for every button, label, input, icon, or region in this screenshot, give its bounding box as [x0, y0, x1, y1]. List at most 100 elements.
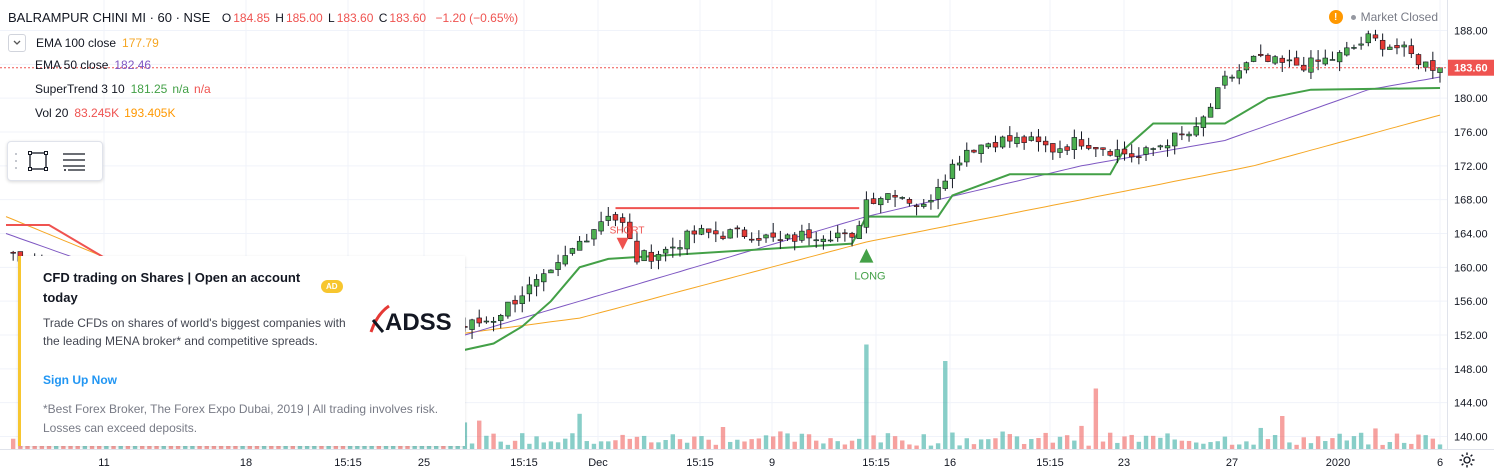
candle-body: [870, 198, 877, 204]
price-tick-label: 156.00: [1454, 296, 1488, 308]
menu-lines-icon[interactable]: [56, 143, 92, 179]
volume-bar: [563, 438, 568, 449]
volume-bar: [964, 438, 969, 449]
volume-bar: [921, 434, 926, 449]
drawing-toolbar: [7, 141, 103, 181]
candle-body: [999, 136, 1006, 148]
candle-body: [627, 221, 633, 240]
candle-body: [913, 205, 920, 207]
candle-body: [856, 225, 862, 239]
volume-bar: [677, 439, 683, 449]
volume-bar: [1251, 444, 1256, 449]
candle-body: [1265, 54, 1271, 62]
candle-body: [1078, 139, 1085, 147]
ad-panel[interactable]: CFD trading on Shares | Open an account …: [18, 256, 465, 446]
last-price-label-bg: [1448, 59, 1494, 76]
indicator-volume[interactable]: Vol 20 83.245K 193.405K: [35, 106, 175, 120]
candle-body: [777, 239, 784, 241]
volume-bar: [835, 441, 840, 449]
ad-title[interactable]: CFD trading on Shares | Open an account …: [43, 270, 301, 305]
candle-body: [878, 198, 884, 206]
candle-body: [519, 295, 525, 304]
ad-badge: AD: [321, 280, 343, 293]
time-tick-label: 25: [418, 457, 430, 469]
candle-body: [1093, 147, 1099, 150]
long-signal-label: LONG: [854, 271, 885, 283]
volume-bar: [778, 431, 783, 449]
volume-bar: [756, 438, 762, 449]
candle-body: [1372, 34, 1379, 39]
indicator-supertrend[interactable]: SuperTrend 3 10 181.25 n/a n/a: [35, 82, 211, 96]
candle-body: [1100, 147, 1106, 150]
indicator-value: n/a: [172, 82, 190, 96]
volume-bar: [1194, 442, 1199, 449]
volume-bar: [1143, 435, 1149, 449]
volume-bar: [1337, 433, 1342, 449]
candle-body: [691, 230, 698, 235]
candle-body: [670, 246, 676, 249]
drag-handle[interactable]: [12, 151, 20, 171]
candle-body: [1172, 132, 1178, 147]
indicator-ema50[interactable]: EMA 50 close 182.46: [35, 58, 151, 72]
volume-bar: [692, 436, 697, 449]
indicator-name: EMA 100 close: [36, 36, 117, 50]
candle-body: [1401, 44, 1407, 48]
candle-body: [1272, 56, 1278, 64]
volume-bar: [849, 440, 855, 449]
volume-bar: [1021, 443, 1027, 449]
volume-bar: [1186, 440, 1192, 449]
close-label: C: [378, 11, 388, 25]
candle-body: [555, 262, 561, 270]
symbol-title[interactable]: BALRAMPUR CHINI MI · 60 · NSE: [8, 10, 211, 25]
volume-bar: [957, 445, 962, 449]
adss-logo: ADSS: [369, 304, 452, 336]
volume-bar: [1064, 435, 1070, 449]
volume-bar: [426, 444, 432, 449]
candle-body: [1222, 75, 1228, 86]
volume-bar: [943, 361, 948, 449]
volume-bar: [821, 443, 826, 449]
volume-bar: [892, 436, 898, 449]
volume-bar: [1222, 436, 1228, 449]
volume-bar: [469, 443, 475, 449]
candle-body: [619, 217, 626, 223]
volume-bar: [656, 442, 661, 449]
candle-body: [598, 221, 604, 232]
volume-bar: [1330, 438, 1335, 449]
candle-body: [892, 194, 898, 198]
candle-body: [1329, 59, 1336, 61]
indicator-ema100[interactable]: EMA 100 close 177.79: [8, 34, 159, 52]
ad-signup-link[interactable]: Sign Up Now: [43, 373, 117, 387]
candle-body: [512, 299, 518, 305]
volume-bar: [1416, 434, 1421, 449]
time-tick-label: 27: [1226, 457, 1238, 469]
candle-body: [483, 320, 490, 323]
candle-body: [849, 232, 855, 238]
candle-body: [1336, 52, 1343, 63]
time-tick-label: 11: [98, 457, 109, 469]
volume-bar: [10, 438, 16, 449]
chevron-down-icon[interactable]: [8, 34, 26, 52]
indicator-value: 177.79: [122, 36, 159, 50]
volume-bar: [1129, 434, 1134, 449]
settings-gear-icon[interactable]: [1458, 451, 1476, 469]
volume-bar: [699, 436, 704, 449]
candle-body: [713, 230, 719, 235]
rectangle-tool-icon[interactable]: [20, 143, 56, 179]
time-tick-label: 6: [1437, 457, 1443, 469]
volume-bar: [878, 442, 883, 449]
candle-body: [756, 238, 762, 241]
market-status[interactable]: ! Market Closed: [1328, 10, 1438, 24]
warning-icon[interactable]: !: [1328, 10, 1343, 24]
low-label: L: [328, 11, 335, 25]
volume-bar: [1344, 440, 1349, 449]
volume-bar: [871, 435, 876, 449]
volume-bar: [1029, 439, 1034, 449]
time-tick-label: 9: [769, 457, 775, 469]
volume-bar: [1373, 428, 1378, 449]
time-axis-bg: [0, 449, 1494, 474]
volume-bar: [512, 440, 518, 449]
high-value: 185.00: [285, 11, 323, 25]
